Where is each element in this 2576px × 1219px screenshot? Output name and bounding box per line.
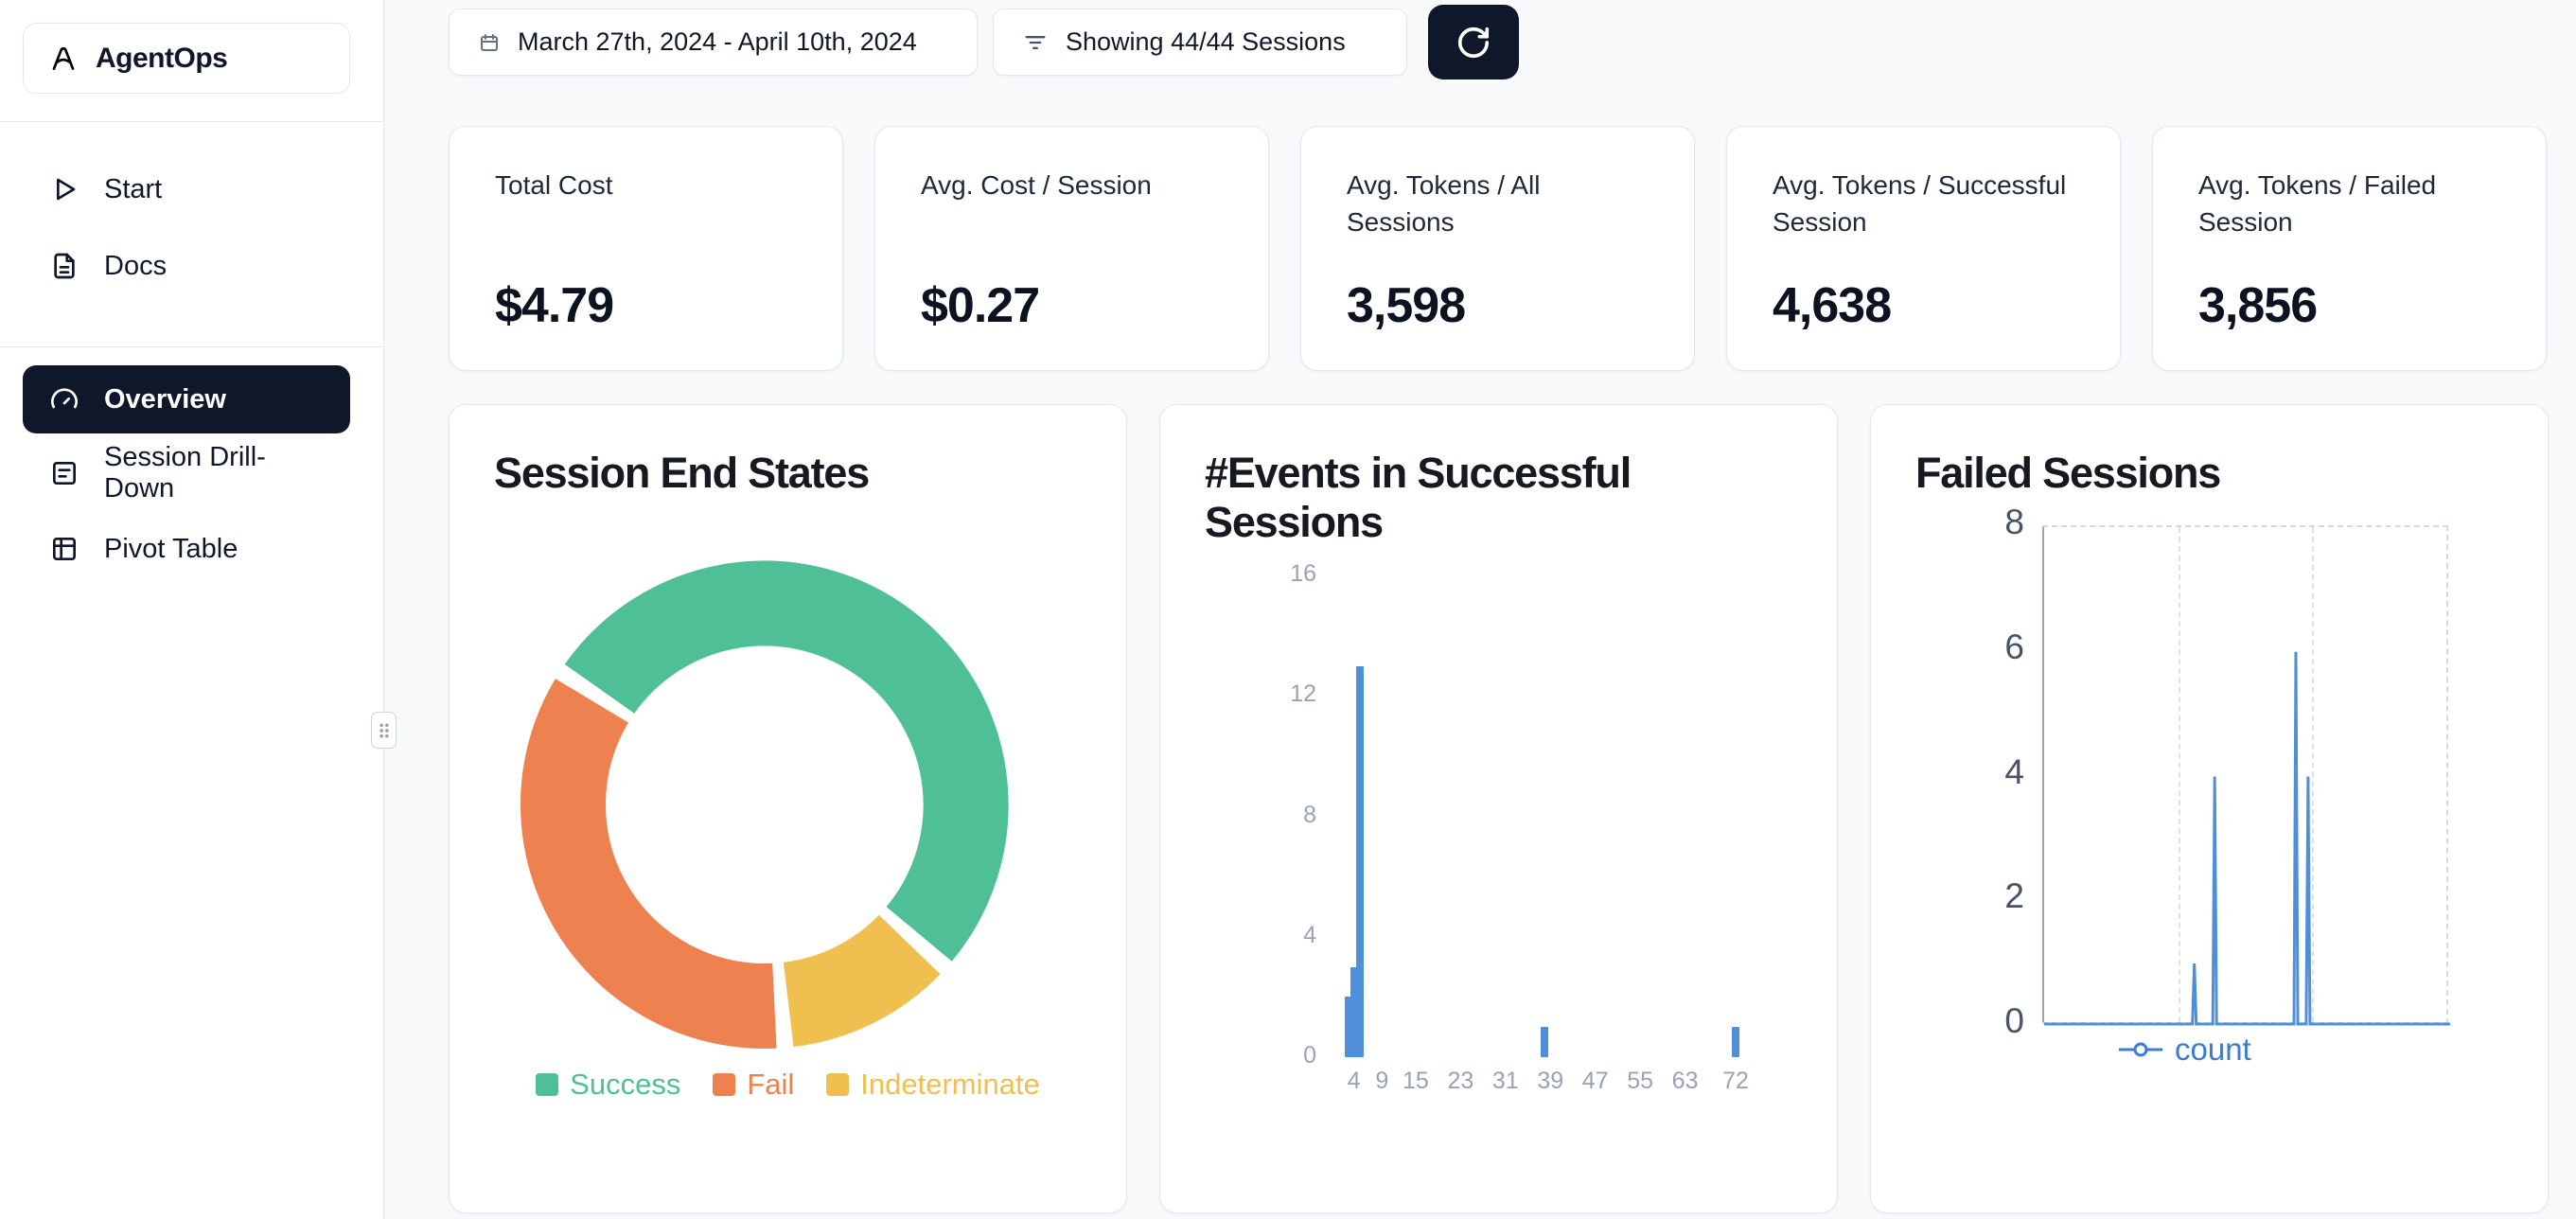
sidebar-item-docs[interactable]: Docs <box>23 236 350 296</box>
stat-card-avg-tokens-all: Avg. Tokens / All Sessions 3,598 <box>1300 126 1695 371</box>
failed-plot-area <box>2042 525 2450 1026</box>
app-logo[interactable]: AgentOps <box>23 23 350 94</box>
legend-label: Fail <box>747 1068 795 1101</box>
legend-item-success[interactable]: Success <box>536 1068 680 1102</box>
sidebar-item-start[interactable]: Start <box>23 159 350 220</box>
sidebar-item-label: Docs <box>104 250 168 281</box>
sidebar-item-label: Start <box>104 173 163 204</box>
donut-legend: Success Fail Indeterminate <box>450 1068 1126 1102</box>
stat-label: Avg. Tokens / Successful Session <box>1773 170 2067 238</box>
chart-title: Session End States <box>494 449 870 497</box>
sidebar-item-label: Overview <box>104 383 226 415</box>
stat-card-avg-tokens-failed: Avg. Tokens / Failed Session 3,856 <box>2152 126 2547 371</box>
sidebar-resize-handle[interactable] <box>371 712 397 749</box>
sidebar-item-pivot-table[interactable]: Pivot Table <box>23 519 350 579</box>
legend-item-indeterminate[interactable]: Indeterminate <box>826 1068 1040 1102</box>
failed-sessions-legend-item[interactable]: count <box>2119 1032 2251 1068</box>
gridline <box>2178 527 2180 1022</box>
stat-card-avg-cost-session: Avg. Cost / Session $0.27 <box>874 126 1269 371</box>
stat-value: $4.79 <box>495 278 614 333</box>
date-range-label: March 27th, 2024 - April 10th, 2024 <box>518 27 917 56</box>
sidebar-item-overview[interactable]: Overview <box>23 365 350 433</box>
legend-label: Indeterminate <box>860 1068 1040 1101</box>
refresh-button[interactable] <box>1428 5 1519 80</box>
calendar-icon <box>481 33 498 51</box>
session-end-states-card: Session End States Success Fail Indeterm… <box>449 404 1127 1213</box>
stat-label: Avg. Tokens / Failed Session <box>2198 170 2437 238</box>
docs-icon <box>54 253 75 279</box>
stats-row: Total Cost $4.79 Avg. Cost / Session $0.… <box>449 126 2547 371</box>
legend-swatch-indeterminate <box>826 1073 850 1096</box>
stat-card-total-cost: Total Cost $4.79 <box>449 126 843 371</box>
legend-item-fail[interactable]: Fail <box>713 1068 794 1102</box>
gridline <box>2312 527 2315 1022</box>
app-name: AgentOps <box>96 42 228 74</box>
sessions-filter-label: Showing 44/44 Sessions <box>1066 27 1346 56</box>
chart-title: Failed Sessions <box>1915 449 2221 497</box>
sidebar-item-label: Pivot Table <box>104 533 238 564</box>
grip-dots-icon <box>379 722 389 738</box>
agentops-logo-icon <box>52 46 75 70</box>
sidebar-divider <box>0 121 383 122</box>
filter-icon <box>1025 35 1046 49</box>
chart-title: #Events in Successful Sessions <box>1205 449 1632 546</box>
stat-value: $0.27 <box>921 278 1040 333</box>
stat-label: Avg. Cost / Session <box>921 170 1152 200</box>
line-marker-icon <box>2119 1042 2162 1057</box>
sessions-filter-button[interactable]: Showing 44/44 Sessions <box>993 9 1407 76</box>
sidebar-divider <box>0 346 383 347</box>
y-axis-line <box>2042 527 2044 1022</box>
stat-value: 3,598 <box>1347 278 1466 333</box>
sidebar-item-session-drill-down[interactable]: Session Drill-Down <box>23 442 350 504</box>
legend-swatch-success <box>536 1073 559 1096</box>
stat-value: 4,638 <box>1773 278 1892 333</box>
sidebar: AgentOps Start Docs Overview S <box>0 0 384 1219</box>
date-range-picker[interactable]: March 27th, 2024 - April 10th, 2024 <box>449 9 978 76</box>
stat-label: Avg. Tokens / All Sessions <box>1347 170 1541 238</box>
legend-label: count <box>2175 1032 2251 1067</box>
stat-value: 3,856 <box>2198 278 2318 333</box>
sessions-icon <box>53 462 76 485</box>
events-bar-chart: 0 4 8 12 16 4 9 15 23 31 39 47 55 63 72 <box>1290 560 1749 1094</box>
events-in-successful-sessions-card: #Events in Successful Sessions 0 4 8 12 16 4 9… <box>1159 404 1838 1213</box>
session-end-states-donut <box>520 560 1009 1049</box>
pivot-table-icon <box>53 538 76 560</box>
refresh-icon <box>1457 26 1490 58</box>
stat-label: Total Cost <box>495 170 613 200</box>
gauge-icon <box>51 388 78 409</box>
failed-sessions-line <box>2044 651 2450 1026</box>
charts-row: Session End States Success Fail Indeterm… <box>449 404 2549 1213</box>
legend-label: Success <box>570 1068 681 1101</box>
play-icon <box>56 178 76 201</box>
stat-card-avg-tokens-successful: Avg. Tokens / Successful Session 4,638 <box>1726 126 2121 371</box>
legend-swatch-fail <box>713 1073 736 1096</box>
sidebar-item-label: Session Drill-Down <box>104 442 266 504</box>
